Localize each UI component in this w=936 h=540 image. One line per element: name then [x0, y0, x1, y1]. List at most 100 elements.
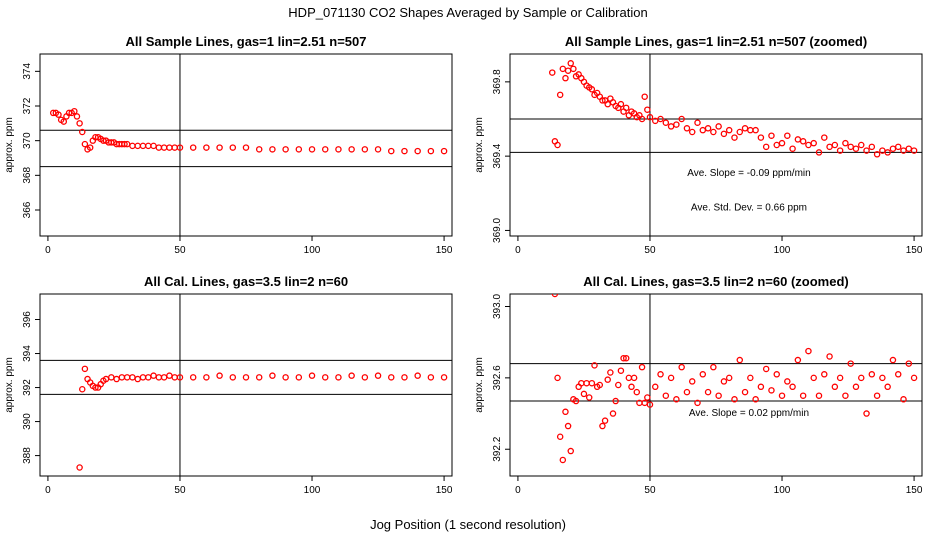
figure-title: HDP_071130 CO2 Shapes Averaged by Sample… [288, 5, 648, 20]
data-point [150, 142, 157, 150]
data-point [794, 136, 802, 143]
data-point [747, 126, 754, 134]
y-axis-label: approx. ppm [4, 357, 15, 413]
data-point [166, 372, 173, 379]
data-point [847, 360, 854, 367]
data-point [778, 139, 786, 147]
data-point [374, 372, 382, 379]
data-point [768, 387, 775, 394]
data-point [321, 374, 329, 381]
data-point [873, 392, 881, 399]
y-tick-label: 369.8 [492, 69, 503, 94]
data-point [638, 363, 646, 371]
data-point [900, 396, 907, 403]
y-tick-label: 390 [22, 413, 33, 430]
x-tick-label: 0 [515, 485, 521, 496]
y-axis-label: approx. ppm [4, 117, 15, 173]
data-point [641, 93, 648, 100]
data-point [55, 111, 62, 118]
data-point [440, 147, 448, 155]
x-tick-label: 0 [515, 245, 521, 256]
data-point [76, 464, 83, 471]
data-point [374, 146, 382, 153]
data-point [673, 396, 680, 403]
data-point [889, 145, 897, 152]
data-point [678, 363, 685, 371]
data-point [617, 100, 625, 108]
data-point [121, 140, 128, 148]
data-point [910, 147, 918, 154]
data-point [361, 146, 369, 153]
data-point [348, 146, 355, 153]
data-point [628, 383, 635, 391]
data-point [842, 139, 849, 147]
data-point [725, 126, 733, 134]
data-point [599, 97, 606, 104]
y-tick-label: 366 [22, 201, 33, 218]
x-tick-label: 150 [906, 485, 923, 496]
data-point [139, 142, 147, 150]
annotation-text: Ave. Std. Dev. = 0.66 ppm [691, 203, 807, 214]
data-point [86, 144, 94, 151]
x-tick-label: 50 [644, 485, 656, 496]
data-point [255, 374, 263, 381]
data-point [189, 144, 197, 151]
data-point [731, 134, 738, 141]
data-point [588, 379, 596, 387]
data-point [609, 410, 617, 417]
data-points [549, 60, 918, 158]
data-point [562, 74, 569, 82]
data-point [229, 144, 237, 151]
data-point [858, 374, 865, 382]
data-point [255, 146, 263, 153]
data-point [667, 374, 675, 382]
data-point [826, 353, 833, 360]
data-point [815, 149, 823, 156]
data-point [725, 374, 733, 382]
data-point [821, 134, 828, 141]
data-point [171, 144, 178, 151]
data-point [73, 113, 81, 120]
data-point [720, 378, 728, 385]
data-point [683, 388, 691, 396]
data-point [741, 388, 749, 396]
data-point [572, 397, 580, 405]
data-point [335, 374, 342, 381]
data-point [868, 143, 876, 151]
data-point [799, 392, 807, 399]
data-point [720, 130, 728, 138]
y-tick-label: 394 [22, 345, 33, 362]
x-tick-label: 50 [174, 485, 186, 496]
data-point [388, 374, 395, 381]
data-point [852, 145, 860, 152]
data-point [108, 374, 115, 381]
data-point [699, 126, 707, 134]
data-point [768, 132, 775, 139]
y-axis-label: approx. ppm [474, 117, 485, 173]
data-point [229, 374, 237, 381]
data-point [757, 134, 765, 141]
data-point [562, 408, 569, 416]
plot-frame [39, 293, 453, 477]
data-point [630, 374, 638, 382]
data-point [176, 144, 184, 151]
y-tick-label: 392.6 [492, 365, 503, 390]
data-point [401, 147, 408, 155]
data-point [171, 374, 178, 381]
data-point [852, 383, 860, 391]
data-point [762, 365, 770, 373]
data-point [549, 69, 556, 76]
data-point [216, 144, 223, 151]
data-point [894, 371, 902, 378]
data-point [282, 146, 289, 153]
data-point [242, 144, 250, 151]
x-tick-label: 100 [304, 245, 321, 256]
y-axis-label: approx. ppm [474, 357, 485, 413]
chart-panel-3: All Cal. Lines, gas=3.5 lin=2 n=60 approx… [4, 274, 453, 496]
chart-panel-2: All Sample Lines, gas=1 lin=2.51 n=507 (… [474, 34, 923, 256]
data-point [617, 367, 625, 374]
y-tick-label: 369.0 [492, 217, 503, 242]
data-point [762, 143, 770, 151]
data-point [269, 146, 276, 153]
data-point [784, 132, 791, 139]
